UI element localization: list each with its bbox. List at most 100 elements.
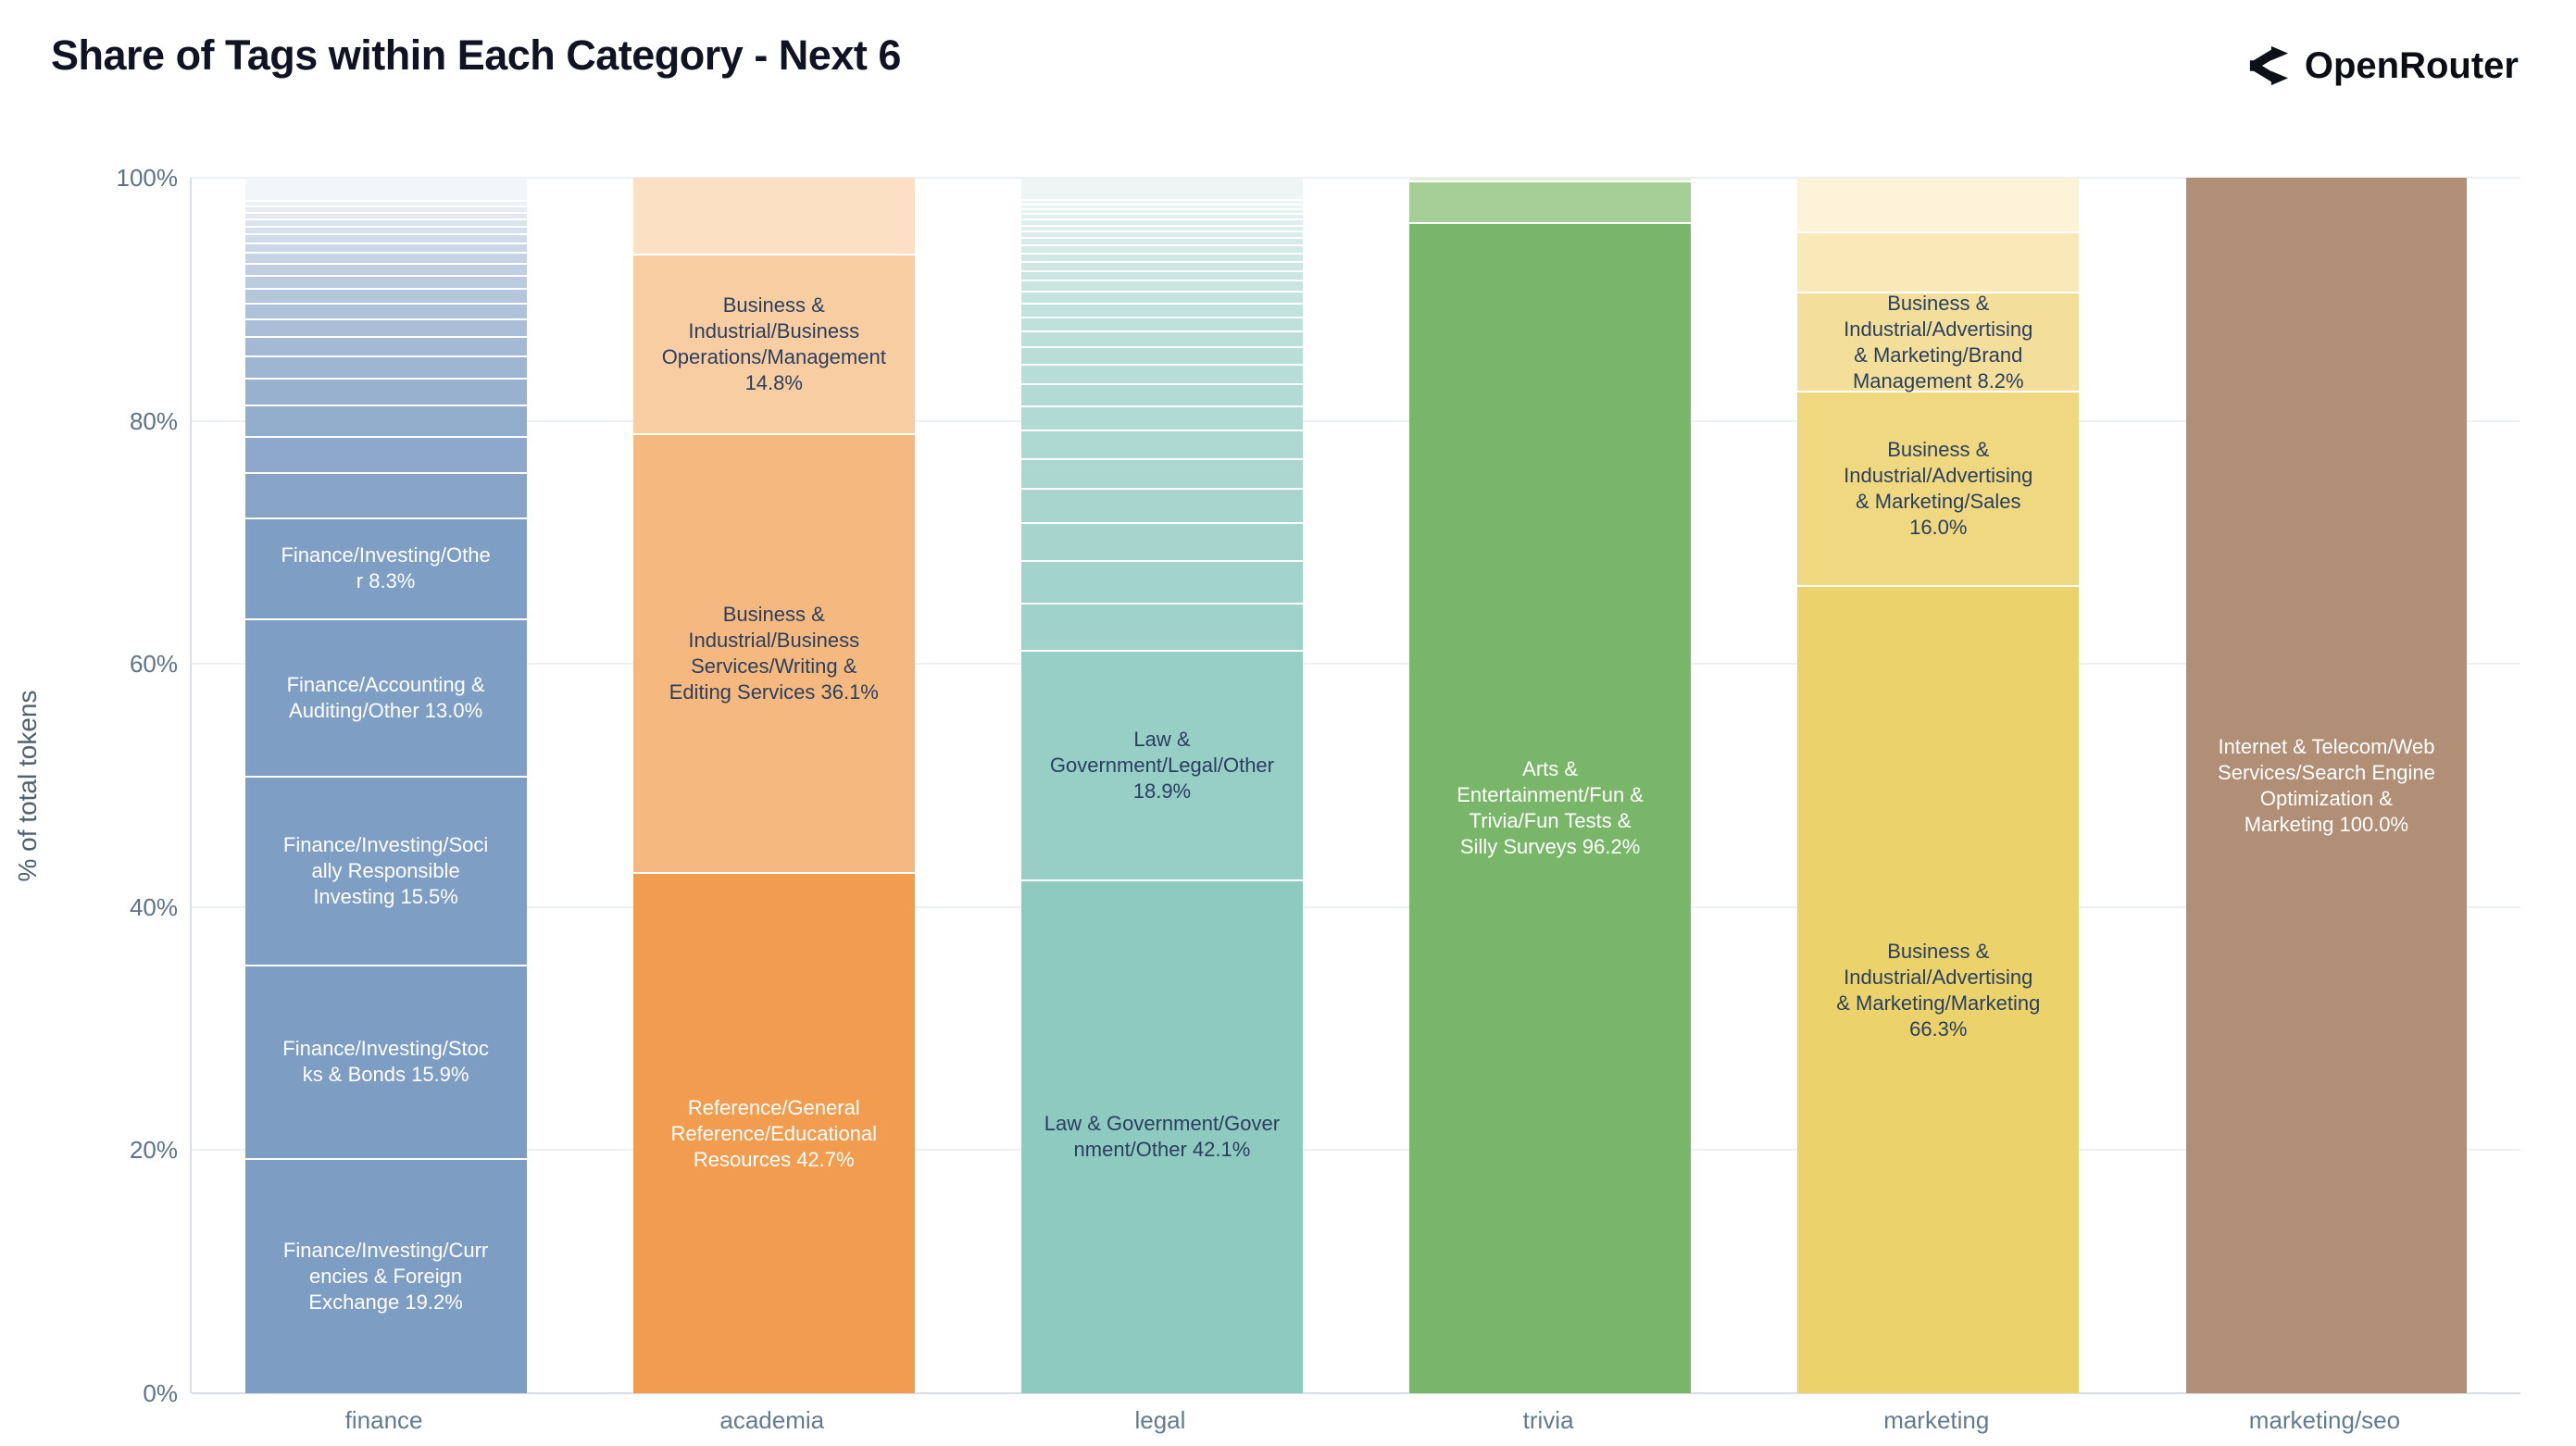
segment-label: Finance/Investing/Othe r 8.3% [281,543,491,593]
bar-segment[interactable] [1020,490,1303,525]
bar-segment[interactable] [244,474,527,519]
bar-segment[interactable]: Business & Industrial/Business Operation… [632,256,915,436]
bar-segment[interactable] [1020,293,1303,305]
bar-segment[interactable]: Business & Industrial/Advertising & Mark… [1797,393,2080,588]
bar-segment[interactable] [244,305,527,321]
bar-column-legal: Law & Government/Legal/Other 18.9% Law & … [968,178,1356,1393]
x-tick-label-finance: finance [344,1406,423,1434]
bar-column-marketing-seo: Internet & Telecom/Web Services/Search E… [2132,178,2520,1393]
bar-segment[interactable] [1409,178,1692,183]
bar-segment[interactable] [244,235,527,244]
bar-segment[interactable]: Finance/Accounting & Auditing/Other 13.0… [244,619,527,779]
segment-label: Business & Industrial/Advertising & Mark… [1844,438,2033,540]
y-axis-title: % of total tokens [13,690,42,882]
segment-label: Law & Government/Gover nment/Other 42.1% [1044,1112,1281,1162]
bar-segment[interactable]: Law & Government/Legal/Other 18.9% [1020,651,1303,882]
bar-segment[interactable]: Internet & Telecom/Web Services/Search E… [2185,178,2468,1393]
bar-segment[interactable] [244,207,527,214]
segment-label: Business & Industrial/Business Services/… [669,603,879,704]
bar-segment[interactable] [244,338,527,358]
bar-segment[interactable] [244,379,527,406]
bar-segment[interactable] [1020,604,1303,652]
bar-segment[interactable] [1020,305,1303,318]
bar-segment[interactable] [1020,254,1303,263]
bar-segment[interactable] [1020,281,1303,293]
x-tick-label-legal: legal [1134,1406,1186,1434]
bar-segment[interactable] [244,264,527,277]
bar-segment[interactable] [1020,209,1303,216]
bar-legal[interactable]: Law & Government/Legal/Other 18.9% Law & … [1020,178,1303,1393]
bar-segment[interactable] [1020,239,1303,247]
bar-segment[interactable] [244,320,527,339]
x-tick-label-marketing-seo: marketing/seo [2248,1406,2401,1434]
bar-segment[interactable] [1020,226,1303,233]
bar-segment[interactable] [1020,431,1303,460]
bar-segment[interactable] [244,357,527,380]
gridline [192,1149,2520,1152]
bar-segment[interactable] [1797,178,2080,234]
bar-segment[interactable] [244,213,527,220]
bar-segment[interactable] [1020,407,1303,432]
bar-segment[interactable]: Finance/Investing/Curr encies & Foreign … [244,1159,527,1393]
bar-segment[interactable]: Business & Industrial/Business Services/… [632,435,915,875]
bars-container: Finance/Investing/Othe r 8.3% Finance/Acc… [192,178,2520,1393]
bar-segment[interactable]: Finance/Investing/Stoc ks & Bonds 15.9% [244,966,527,1160]
bar-segment[interactable] [1020,561,1303,605]
bar-segment[interactable] [1020,205,1303,210]
x-axis-labels: finance academia legal trivia marketing marke… [190,1406,2519,1435]
bar-segment[interactable] [1020,200,1303,206]
bar-segment[interactable] [244,290,527,305]
bar-academia[interactable]: Business & Industrial/Business Operation… [632,178,915,1393]
bar-segment[interactable] [1020,215,1303,220]
bar-segment[interactable]: Business & Industrial/Advertising & Mark… [1797,292,2080,393]
bar-segment[interactable] [1020,385,1303,408]
bar-segment[interactable] [244,276,527,291]
bar-segment[interactable] [1020,332,1303,349]
x-tick-label-marketing: marketing [1883,1406,1990,1434]
bar-segment[interactable] [244,437,527,475]
bar-segment[interactable] [1020,178,1303,201]
bar-segment[interactable]: Business & Industrial/Advertising & Mark… [1797,587,2080,1393]
segment-label: Reference/General Reference/Educational … [670,1095,878,1171]
bar-trivia[interactable]: Arts & Entertainment/Fun & Trivia/Fun Te… [1409,178,1692,1393]
bar-segment[interactable] [1020,262,1303,272]
x-tick-label-trivia: trivia [1522,1406,1574,1434]
bar-segment[interactable]: Law & Government/Gover nment/Other 42.1% [1020,881,1303,1393]
bar-marketing-seo[interactable]: Internet & Telecom/Web Services/Search E… [2185,178,2468,1393]
plot-area: % of total tokens 0% 20% 40% 60% 80% 100% Fin… [13,166,2520,1405]
bar-segment[interactable] [1020,459,1303,491]
bar-segment[interactable] [244,405,527,438]
bar-segment[interactable] [1020,246,1303,255]
bar-segment[interactable] [244,178,527,203]
bar-segment[interactable] [1020,219,1303,227]
gridline [192,177,2520,179]
bar-segment[interactable]: Finance/Investing/Soci ally Responsible … [244,778,527,966]
bar-segment[interactable] [1020,524,1303,562]
bar-segment[interactable] [1020,366,1303,386]
bar-segment[interactable]: Reference/General Reference/Educational … [632,874,915,1393]
bar-finance[interactable]: Finance/Investing/Othe r 8.3% Finance/Acc… [244,178,527,1393]
segment-label: Finance/Accounting & Auditing/Other 13.0… [286,673,485,723]
gridline [192,663,2520,666]
bar-segment[interactable] [244,219,527,228]
segment-label: Law & Government/Legal/Other 18.9% [1049,727,1274,803]
bar-segment[interactable] [244,254,527,265]
bar-segment[interactable]: Finance/Investing/Othe r 8.3% [244,518,527,620]
bar-segment[interactable] [632,178,915,256]
bar-segment[interactable] [1020,271,1303,282]
bar-segment[interactable] [1797,233,2080,293]
bar-segment[interactable] [244,243,527,255]
gridline [192,905,2520,908]
y-tick-label: 40% [129,892,178,921]
bar-segment[interactable] [1020,348,1303,367]
bar-segment[interactable] [1020,318,1303,333]
bar-segment[interactable]: Arts & Entertainment/Fun & Trivia/Fun Te… [1409,223,1692,1393]
bar-segment[interactable] [244,227,527,236]
gridline [192,419,2520,422]
segment-label: Arts & Entertainment/Fun & Trivia/Fun Te… [1457,757,1644,859]
bar-column-finance: Finance/Investing/Othe r 8.3% Finance/Acc… [192,178,580,1393]
bar-segment[interactable] [1020,232,1303,240]
bar-marketing[interactable]: Business & Industrial/Advertising & Mark… [1797,178,2080,1393]
bar-segment[interactable] [1409,182,1692,224]
bar-segment[interactable] [244,202,527,208]
